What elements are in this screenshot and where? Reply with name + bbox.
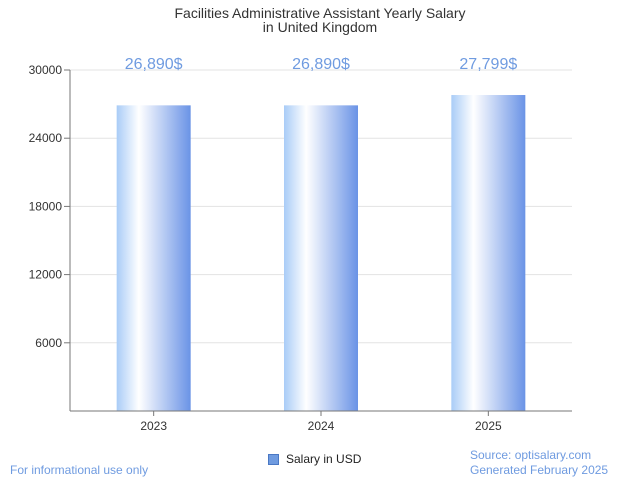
- source-text: Source: optisalary.com: [470, 448, 592, 462]
- legend-label: Salary in USD: [286, 452, 362, 466]
- x-tick-label-2023: 2023: [140, 419, 167, 433]
- generated-date: Generated February 2025: [470, 463, 609, 477]
- axes: 6000 12000 18000 24000 30000 2023 2024 2025: [29, 63, 572, 433]
- legend: Salary in USD: [268, 452, 361, 466]
- bar-2025: [451, 95, 526, 411]
- y-tick-label-4: 30000: [29, 63, 63, 77]
- y-tick-label-2: 18000: [29, 199, 63, 213]
- chart-title-line-1: Facilities Administrative Assistant Year…: [174, 5, 465, 21]
- bar-2024: [284, 105, 358, 411]
- data-label-2024: 26,890$: [292, 56, 350, 73]
- data-label-2023: 26,890$: [125, 56, 183, 73]
- disclaimer-note: For informational use only: [10, 463, 149, 477]
- chart-title-line-2: in United Kingdom: [263, 19, 377, 35]
- y-tick-label-0: 6000: [35, 336, 62, 350]
- x-tick-label-2025: 2025: [475, 419, 502, 433]
- y-tick-label-3: 24000: [29, 131, 63, 145]
- bar-2023: [116, 105, 191, 411]
- bars: 26,890$ 26,890$ 27,799$: [116, 56, 526, 411]
- legend-swatch: [268, 453, 279, 465]
- y-tick-label-1: 12000: [29, 268, 63, 282]
- x-tick-label-2024: 2024: [308, 419, 335, 433]
- source-block: Source: optisalary.com Generated Februar…: [470, 448, 608, 478]
- data-label-2025: 27,799$: [459, 56, 517, 73]
